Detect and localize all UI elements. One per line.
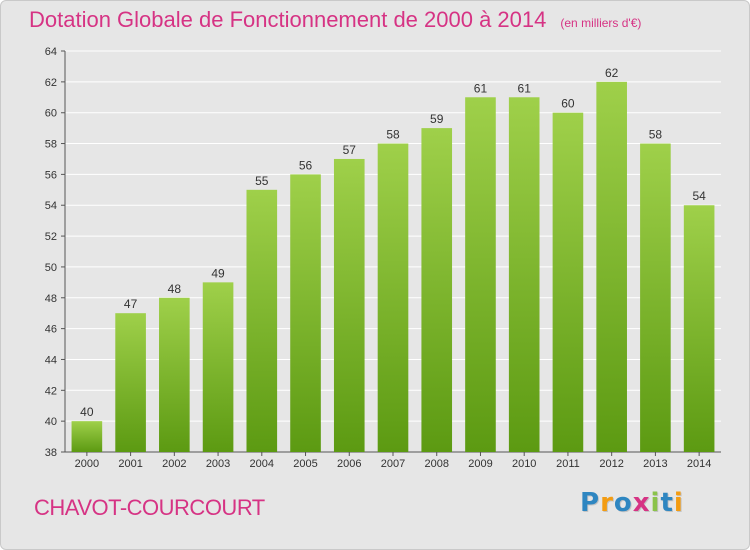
y-tick-label: 58	[45, 139, 57, 151]
logo-letter: r	[600, 488, 614, 518]
logo-letter: o	[613, 488, 633, 518]
bar-2006	[333, 158, 365, 452]
data-label-2012: 62	[605, 66, 619, 80]
logo-letter: i	[673, 488, 684, 518]
data-label-2008: 59	[430, 112, 444, 126]
bar-2014	[683, 205, 715, 452]
bar-2013	[640, 143, 671, 453]
y-tick-label: 40	[45, 416, 57, 428]
x-tick-label-2009: 2009	[468, 458, 492, 470]
data-label-2002: 48	[168, 282, 182, 296]
bar-2001	[115, 313, 146, 452]
y-tick-label: 48	[45, 293, 57, 305]
bar-2002	[159, 297, 190, 452]
commune-name: CHAVOT-COURCOURT	[34, 495, 265, 520]
logo-letter: i	[650, 488, 661, 518]
bar-2004	[246, 189, 278, 453]
bar-2005	[290, 174, 321, 452]
data-labels: 40 47 48 49 55 56 57 58 59 61 61 60 62 58 54	[80, 66, 706, 419]
y-tick-label: 44	[45, 354, 57, 366]
bar-2000	[71, 421, 103, 452]
x-tick-label-2003: 2003	[206, 458, 230, 470]
data-label-2006: 57	[343, 143, 357, 157]
bar-2012	[596, 81, 627, 452]
y-tick-labels: 38 40 42 44 46 48 50 52 54 56 58 60 62 64	[45, 46, 65, 459]
data-label-2005: 56	[299, 158, 313, 172]
bars	[71, 81, 715, 453]
data-label-2013: 58	[649, 128, 663, 142]
bar-2009	[465, 97, 496, 453]
logo-letter: P	[580, 488, 601, 518]
x-tick-label-2006: 2006	[337, 458, 361, 470]
y-tick-label: 46	[45, 324, 57, 336]
data-label-2000: 40	[80, 405, 94, 419]
x-tick-label-2008: 2008	[424, 458, 448, 470]
bar-2011	[552, 112, 584, 452]
x-tick-label-2013: 2013	[643, 458, 667, 470]
bar-2008	[421, 128, 453, 452]
x-tick-label-2000: 2000	[75, 458, 99, 470]
x-tick-label-2002: 2002	[162, 458, 186, 470]
x-tick-label-2014: 2014	[687, 458, 711, 470]
data-label-2011: 60	[561, 97, 575, 111]
y-tick-label: 62	[45, 77, 57, 89]
x-tick-label-2004: 2004	[250, 458, 274, 470]
logo-letter: x	[632, 488, 651, 518]
x-tick-label-2012: 2012	[599, 458, 623, 470]
data-label-2007: 58	[386, 128, 400, 142]
y-tick-label: 56	[45, 169, 57, 181]
chart-title-text: Dotation Globale de Fonctionnement de 20…	[29, 7, 547, 32]
y-tick-label: 60	[45, 108, 57, 120]
logo-letter: t	[660, 488, 674, 518]
y-tick-label: 64	[45, 46, 57, 58]
chart-subtitle: (en milliers d'€)	[560, 16, 642, 30]
y-tick-label: 52	[45, 231, 57, 243]
bar-2003	[202, 282, 234, 452]
data-label-2001: 47	[124, 297, 138, 311]
data-label-2010: 61	[518, 81, 532, 95]
x-tick-labels: 2000 2001 2002 2003 2004 2005 2006 2007 2008 2009…	[75, 452, 711, 470]
bar-2007	[377, 143, 409, 453]
x-tick-label-2005: 2005	[293, 458, 317, 470]
x-tick-label-2007: 2007	[381, 458, 405, 470]
chart-title: Dotation Globale de Fonctionnement de 20…	[29, 7, 641, 33]
data-label-2004: 55	[255, 174, 269, 188]
data-label-2003: 49	[211, 266, 225, 280]
data-label-2009: 61	[474, 81, 488, 95]
y-tick-label: 50	[45, 262, 57, 274]
y-tick-label: 54	[45, 200, 57, 212]
bar-2010	[508, 97, 540, 453]
x-tick-label-2001: 2001	[118, 458, 142, 470]
y-tick-label: 38	[45, 447, 57, 459]
x-tick-label-2010: 2010	[512, 458, 536, 470]
y-tick-label: 42	[45, 385, 57, 397]
x-tick-label-2011: 2011	[556, 458, 580, 470]
proxiti-logo: Proxiti	[580, 488, 684, 518]
data-label-2014: 54	[692, 189, 706, 203]
